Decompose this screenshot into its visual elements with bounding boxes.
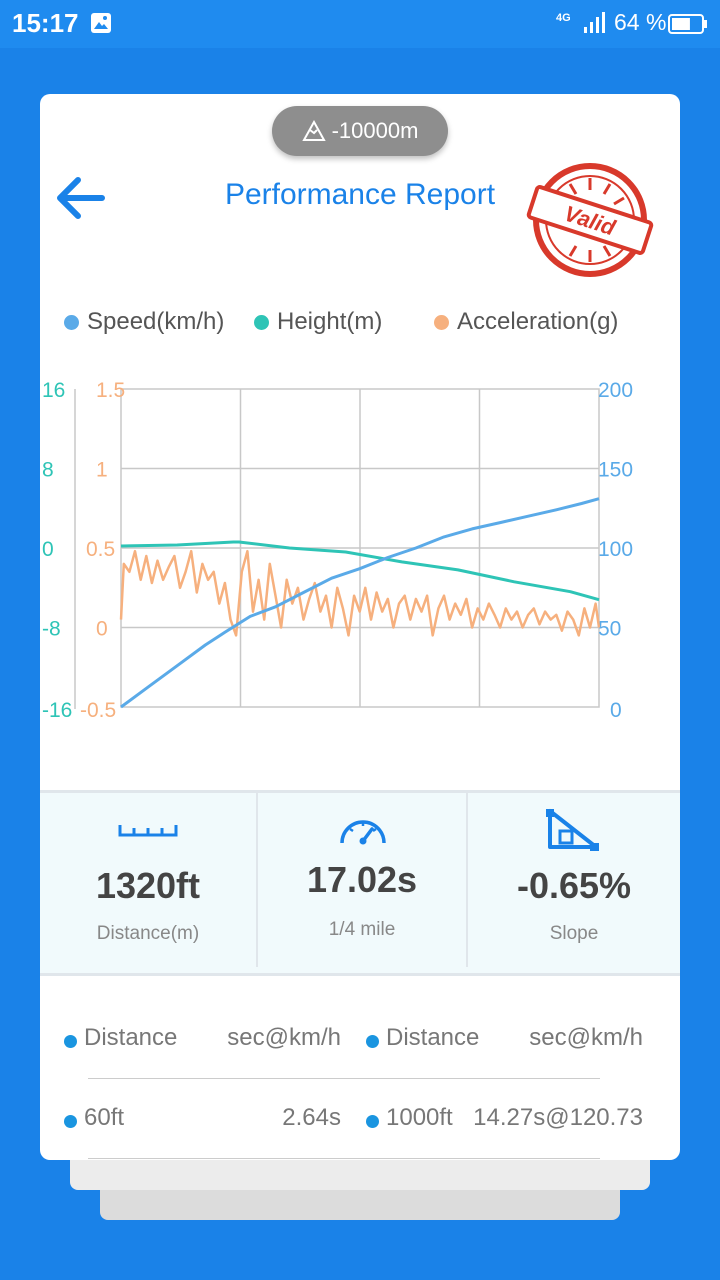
gallery-notification-icon [91,13,111,33]
height-tick-label: -8 [42,618,61,641]
stat-distance-value: 1320ft [95,865,201,906]
altitude-badge: -10000m [272,106,448,156]
battery-icon [668,14,707,34]
mountain-icon [301,120,326,141]
speed-tick-label: 0 [610,699,622,722]
legend-height-label: Height(m) [277,308,383,335]
stat-slope-label: Slope [549,923,599,944]
acceleration-series-line [119,549,601,637]
height-tick-label: 0 [42,538,54,561]
height-tick-label: -16 [42,699,72,722]
legend-speed-label: Speed(km/h) [87,308,225,335]
network-type: 4G [556,12,571,24]
chart-legend: Speed(km/h) Height(m) Acceleration(g) [40,304,680,344]
status-bar: 15:17 4G 64 % [0,0,720,48]
table-header: sec@km/h [529,1024,643,1051]
altitude-value: -10000m [331,118,419,143]
height-tick-label: 8 [42,459,54,482]
stat-distance: 1320ft Distance(m) [40,793,256,967]
stat-time: 17.02s 1/4 mile [258,793,466,967]
speed-tick-label: 150 [598,459,633,482]
back-arrow-icon[interactable] [52,172,108,224]
row-divider [88,1158,600,1159]
row-divider [88,1078,600,1079]
table-header: Distance [84,1024,178,1051]
ruler-icon [118,825,178,837]
height-dot-icon [254,314,269,330]
performance-chart: 16 8 0 -8 -16 1.5 1 0.5 0 -0.5 200 150 100 50 0 [42,379,633,722]
valid-stamp: Valid [526,163,654,277]
speed-series-line [120,497,600,709]
stat-slope: -0.65% Slope [468,793,680,967]
table-cell: 2.64s [282,1104,341,1131]
slope-icon [546,809,599,851]
height-series-line [120,540,600,602]
legend-acceleration: Acceleration(g) [434,308,618,336]
table-header: Distance [386,1024,480,1051]
height-tick-label: 16 [42,379,65,402]
stat-divider [466,793,468,967]
bullet-icon [366,1115,379,1128]
page-title: Performance Report [224,178,496,211]
acceleration-tick-label: -0.5 [80,699,116,722]
acceleration-dot-icon [434,314,449,330]
table-cell: 14.27s@120.73 [473,1104,643,1131]
bullet-icon [366,1035,379,1048]
stats-panel: 1320ft Distance(m) 17.02s 1/4 mile [40,790,680,976]
table-cell: 60ft [84,1104,125,1131]
legend-acceleration-label: Acceleration(g) [457,308,619,335]
stat-time-label: 1/4 mile [328,919,396,940]
table-header-row: Distance sec@km/h Distance sec@km/h [40,1022,680,1062]
acceleration-tick-label: 1 [96,459,108,482]
speed-tick-label: 50 [598,618,621,641]
stat-divider [256,793,258,967]
battery-percent: 64 % [614,9,667,35]
stat-slope-value: -0.65% [516,865,632,906]
table-row: 60ft 2.64s 1000ft 14.27s@120.73 [40,1102,680,1142]
speed-dot-icon [64,314,79,330]
stat-distance-label: Distance(m) [96,923,200,944]
speed-tick-label: 200 [598,379,633,402]
acceleration-tick-label: 1.5 [96,379,125,402]
status-time: 15:17 [12,8,79,38]
bullet-icon [64,1115,77,1128]
report-card: -10000m Performance Report Valid Speed(k… [40,94,680,1160]
acceleration-tick-label: 0 [96,618,108,641]
speed-tick-label: 100 [598,538,633,561]
table-header: sec@km/h [227,1024,341,1051]
legend-height: Height(m) [254,308,382,336]
signal-icon [584,12,605,33]
bullet-icon [64,1035,77,1048]
table-cell: 1000ft [386,1104,453,1131]
acceleration-tick-label: 0.5 [86,538,115,561]
legend-speed: Speed(km/h) [64,308,224,336]
speedometer-icon [340,820,386,845]
stat-time-value: 17.02s [306,859,418,900]
